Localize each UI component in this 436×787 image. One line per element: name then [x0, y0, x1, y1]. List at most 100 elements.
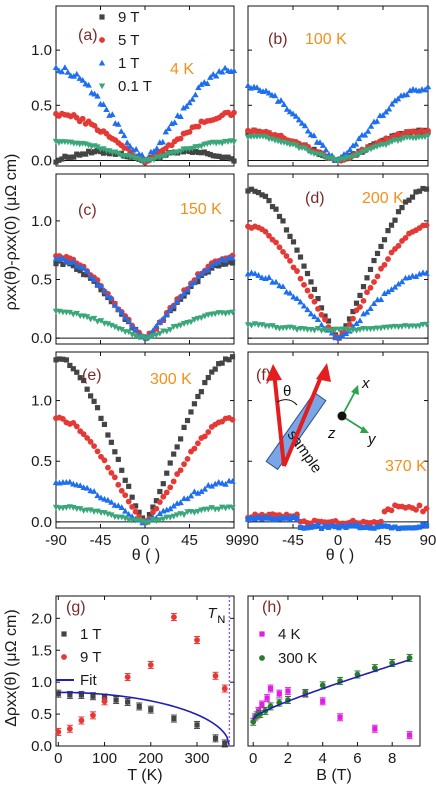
data-point: [406, 525, 412, 531]
data-point: [109, 111, 116, 117]
data-point: [364, 127, 372, 134]
data-point: [194, 489, 202, 496]
data-point: [385, 105, 393, 112]
series-h-1: [250, 653, 413, 726]
data-point: [276, 244, 283, 251]
panel-tag-a: (a): [78, 27, 98, 44]
legend-item-g-1: 9 T: [61, 649, 101, 666]
data-point: [423, 269, 430, 276]
data-point: [391, 283, 399, 290]
data-point: [416, 524, 423, 530]
data-point: [308, 524, 314, 530]
data-point: [230, 139, 238, 146]
data-point: [79, 115, 86, 122]
data-point: [221, 685, 228, 692]
theta-symbol: θ: [283, 383, 291, 400]
data-point: [311, 313, 318, 320]
data-point: [395, 209, 402, 215]
data-point: [84, 272, 90, 278]
data-point: [146, 511, 153, 518]
data-point: [381, 290, 388, 296]
data-point: [90, 693, 96, 699]
data-point: [195, 279, 201, 285]
data-point: [139, 334, 146, 341]
data-point: [290, 239, 297, 245]
y-tick-label-c: 0.0: [31, 330, 52, 347]
data-point: [319, 153, 327, 159]
data-point: [290, 293, 297, 300]
data-point: [265, 89, 273, 96]
x-axis-arrow: [341, 389, 357, 417]
data-point: [297, 524, 304, 531]
data-point: [392, 524, 398, 530]
data-point: [112, 149, 119, 156]
legend-marker: [259, 655, 265, 661]
data-point: [301, 145, 309, 152]
data-point: [294, 515, 300, 522]
data-point: [174, 471, 181, 477]
data-point: [205, 429, 212, 435]
data-point: [115, 481, 122, 488]
data-point: [73, 310, 80, 317]
legend-marker: [61, 631, 67, 637]
data-point: [271, 92, 279, 99]
x-tick-label-f: 90: [420, 532, 436, 549]
data-point: [201, 149, 207, 155]
data-point: [416, 323, 423, 330]
data-point: [357, 525, 363, 531]
data-point: [412, 273, 420, 279]
data-point: [207, 151, 213, 158]
data-point: [213, 72, 220, 79]
panel-tag-c: (c): [78, 202, 97, 219]
panel-d: (d) 200 K: [244, 173, 430, 345]
data-point: [371, 525, 377, 531]
data-point: [405, 274, 413, 281]
data-point: [87, 273, 94, 280]
data-point: [121, 132, 128, 139]
data-point: [292, 112, 300, 119]
data-point: [160, 493, 167, 500]
data-point: [361, 131, 369, 138]
data-point: [184, 495, 191, 502]
data-point: [66, 478, 74, 485]
data-point: [399, 205, 405, 211]
series-d-2: [244, 269, 430, 341]
data-point: [183, 103, 190, 109]
data-point: [174, 444, 180, 450]
data-point: [248, 186, 255, 192]
data-point: [420, 522, 426, 528]
data-point: [252, 188, 258, 194]
data-point: [311, 298, 318, 305]
data-point: [100, 146, 107, 153]
data-point: [378, 265, 384, 272]
data-point: [283, 105, 291, 112]
inset-z-label: z: [327, 425, 336, 442]
inset-y-label: y: [367, 431, 377, 448]
data-point: [371, 279, 377, 285]
data-point: [350, 523, 356, 529]
data-point: [101, 287, 108, 294]
data-point: [188, 409, 194, 415]
legend-item-a-3: 0.1 T: [98, 78, 152, 95]
x-tick-label-e: 0: [141, 532, 149, 549]
panel-e: -90 -45 0 45 90 0.0 0.5 1.0 (e) 300 K: [31, 351, 242, 549]
data-point: [195, 440, 201, 447]
data-point: [201, 485, 209, 492]
data-point: [125, 699, 131, 705]
data-point: [55, 729, 62, 735]
data-point: [186, 99, 193, 106]
data-point: [379, 112, 387, 118]
data-point: [314, 325, 322, 332]
data-point: [307, 310, 315, 317]
data-point: [198, 389, 204, 395]
data-point: [252, 516, 258, 522]
data-point: [108, 294, 115, 301]
data-point: [153, 332, 160, 339]
data-point: [216, 361, 222, 367]
series-c-3: [52, 308, 236, 343]
data-point: [180, 321, 188, 327]
legend-label: 9 T: [80, 649, 101, 666]
data-point: [153, 505, 160, 512]
data-point: [173, 298, 181, 305]
temperature-tag-a: 4 K: [170, 61, 194, 78]
